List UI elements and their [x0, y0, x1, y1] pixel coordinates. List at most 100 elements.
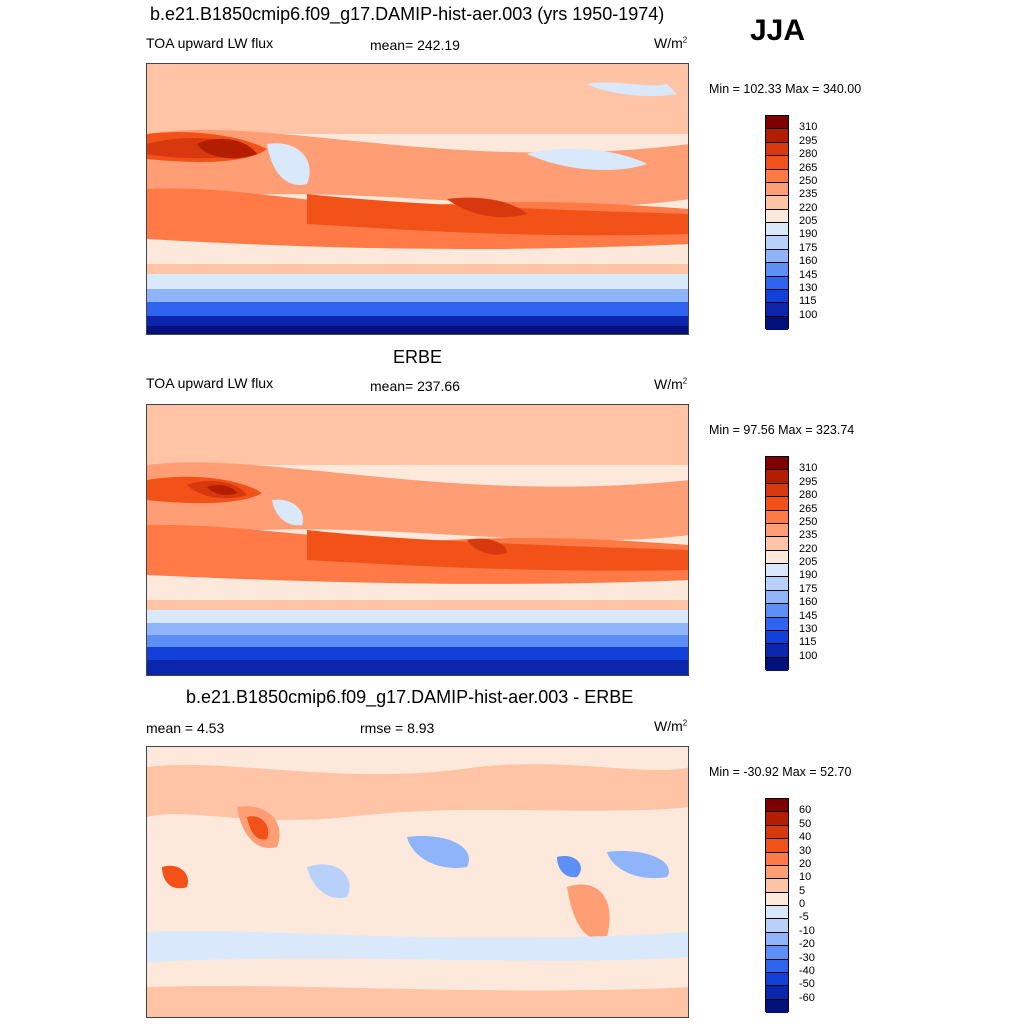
- panel-2-colorbar-tick-label: 205: [799, 556, 818, 568]
- panel-3-colorbar-tick-label: 10: [799, 871, 812, 884]
- panel-3-colorbar-tick-label: 5: [799, 884, 806, 897]
- panel-3-units: W/m2: [654, 718, 688, 734]
- panel-3-colorbar-block: [766, 812, 788, 826]
- panel-2-colorbar-block: [766, 564, 788, 578]
- season-label: JJA: [750, 14, 806, 47]
- panel-1-colorbar-block: [766, 303, 788, 317]
- panel-3-colorbar-tick-label: -60: [799, 991, 815, 1004]
- panel-1-colorbar-tick-label: 280: [799, 148, 818, 161]
- panel-1-colorbar-block: [766, 249, 788, 264]
- panel-2-title: ERBE: [393, 347, 443, 367]
- panel-1-variable-label: TOA upward LW flux: [146, 35, 274, 51]
- panel-1-colorbar-tick-label: 175: [799, 241, 818, 254]
- panel-3-colorbar: [765, 798, 789, 1013]
- panel-2-units: W/m2: [654, 376, 688, 392]
- panel-3-colorbar-block: [766, 852, 788, 866]
- panel-1-colorbar-tick-label: 130: [799, 281, 818, 294]
- panel-2-colorbar-tick-label: 145: [799, 609, 818, 622]
- panel-1-colorbar-tick-label: 265: [799, 161, 818, 174]
- panel-3-colorbar-tick-label: 60: [799, 804, 812, 817]
- panel-3-colorbar-block: [766, 799, 788, 813]
- panel-2-colorbar-block: [766, 604, 788, 618]
- panel-3-colorbar-block: [766, 879, 788, 893]
- panel-2-colorbar-block: [766, 523, 788, 538]
- panel-3-colorbar-block: [766, 986, 788, 1000]
- panel-1-colorbar-block: [766, 169, 788, 183]
- panel-2-colorbar-tick-label: 160: [799, 596, 818, 609]
- panel-1-colorbar-tick-label: 190: [799, 228, 818, 241]
- panel-3-colorbar-tick-label: 50: [799, 817, 812, 830]
- panel-1-colorbar-block: [766, 142, 788, 157]
- panel-3-colorbar-tick-label: -20: [799, 938, 815, 951]
- panel-3-colorbar-tick-label: -40: [799, 964, 815, 977]
- panel-1-colorbar: [765, 115, 789, 330]
- panel-2-colorbar-block: [766, 510, 788, 524]
- panel-3-minmax: Min = -30.92 Max = 52.70: [709, 765, 852, 779]
- panel-2-colorbar-tick-label: 310: [799, 462, 818, 475]
- panel-3-colorbar-block: [766, 906, 788, 920]
- panel-3-colorbar-block: [766, 825, 788, 840]
- panel-3-colorbar-block: [766, 865, 788, 880]
- panel-1-colorbar-block: [766, 236, 788, 250]
- panel-2-colorbar-block: [766, 483, 788, 498]
- panel-3-colorbar-tick-label: 0: [799, 898, 806, 910]
- panel-3-colorbar-tick-label: 30: [799, 844, 812, 857]
- panel-2-mean-label: mean= 237.66: [370, 378, 460, 394]
- panel-3-colorbar-tick-label: -50: [799, 978, 815, 991]
- panel-3-colorbar-tick-label: 20: [799, 857, 812, 870]
- panel-1-colorbar-block: [766, 156, 788, 170]
- panel-2-colorbar-block: [766, 617, 788, 631]
- panel-3-colorbar-block: [766, 892, 788, 906]
- panel-2-colorbar-block: [766, 644, 788, 658]
- panel-2-minmax: Min = 97.56 Max = 323.74: [709, 423, 855, 437]
- panel-1-colorbar-block: [766, 182, 788, 197]
- panel-2-colorbar-tick-label: 265: [799, 502, 818, 515]
- panel-1-colorbar-tick-label: 160: [799, 255, 818, 268]
- panel-3-colorbar-block: [766, 839, 788, 853]
- panel-2-colorbar-block: [766, 590, 788, 605]
- panel-3-title: b.e21.B1850cmip6.f09_g17.DAMIP-hist-aer.…: [186, 687, 634, 707]
- panel-1-colorbar-block: [766, 263, 788, 277]
- panel-3-colorbar-block: [766, 932, 788, 947]
- panel-2-variable-label: TOA upward LW flux: [146, 375, 274, 391]
- panel-1-mean-label: mean= 242.19: [370, 37, 460, 53]
- panel-1-colorbar-tick-label: 205: [799, 215, 818, 227]
- panel-1-title: b.e21.B1850cmip6.f09_g17.DAMIP-hist-aer.…: [150, 4, 665, 24]
- panel-2-colorbar-tick-label: 130: [799, 622, 818, 635]
- panel-1-colorbar-tick-label: 100: [799, 308, 818, 321]
- panel-2-colorbar-tick-label: 190: [799, 569, 818, 582]
- panel-3-rmse-label: rmse = 8.93: [360, 720, 435, 736]
- panel-2-colorbar-tick-label: 235: [799, 529, 818, 542]
- panel-3-colorbar-block: [766, 946, 788, 960]
- panel-2-colorbar-block: [766, 457, 788, 471]
- panel-1-map: [146, 63, 689, 335]
- panel-3-colorbar-block: [766, 972, 788, 987]
- panel-3-colorbar-tick-label: 40: [799, 831, 812, 844]
- panel-2-colorbar-block: [766, 550, 788, 564]
- panel-2-colorbar-block: [766, 497, 788, 511]
- panel-2-colorbar-tick-label: 175: [799, 582, 818, 595]
- panel-3-map: [146, 746, 689, 1018]
- panel-1-colorbar-tick-label: 145: [799, 268, 818, 281]
- panel-1-colorbar-tick-label: 310: [799, 121, 818, 134]
- panel-2-colorbar: [765, 456, 789, 671]
- panel-1-colorbar-block: [766, 223, 788, 237]
- panel-3-colorbar-block: [766, 999, 788, 1013]
- panel-2-colorbar-block: [766, 470, 788, 484]
- panel-2-colorbar-block: [766, 630, 788, 645]
- panel-1-colorbar-block: [766, 316, 788, 330]
- panel-2-colorbar-tick-label: 280: [799, 489, 818, 502]
- panel-3-colorbar-tick-label: -30: [799, 951, 815, 964]
- panel-2-map: [146, 404, 689, 676]
- panel-1-colorbar-block: [766, 129, 788, 143]
- panel-1-colorbar-block: [766, 276, 788, 290]
- panel-1-units: W/m2: [654, 35, 688, 51]
- panel-1-colorbar-tick-label: 235: [799, 188, 818, 201]
- panel-2-colorbar-tick-label: 220: [799, 542, 818, 555]
- panel-3-colorbar-block: [766, 959, 788, 973]
- panel-1-colorbar-block: [766, 289, 788, 304]
- panel-3-colorbar-block: [766, 919, 788, 933]
- panel-3-mean-label: mean = 4.53: [146, 720, 225, 736]
- panel-1-colorbar-tick-label: 295: [799, 134, 818, 147]
- panel-1-colorbar-tick-label: 115: [799, 295, 817, 308]
